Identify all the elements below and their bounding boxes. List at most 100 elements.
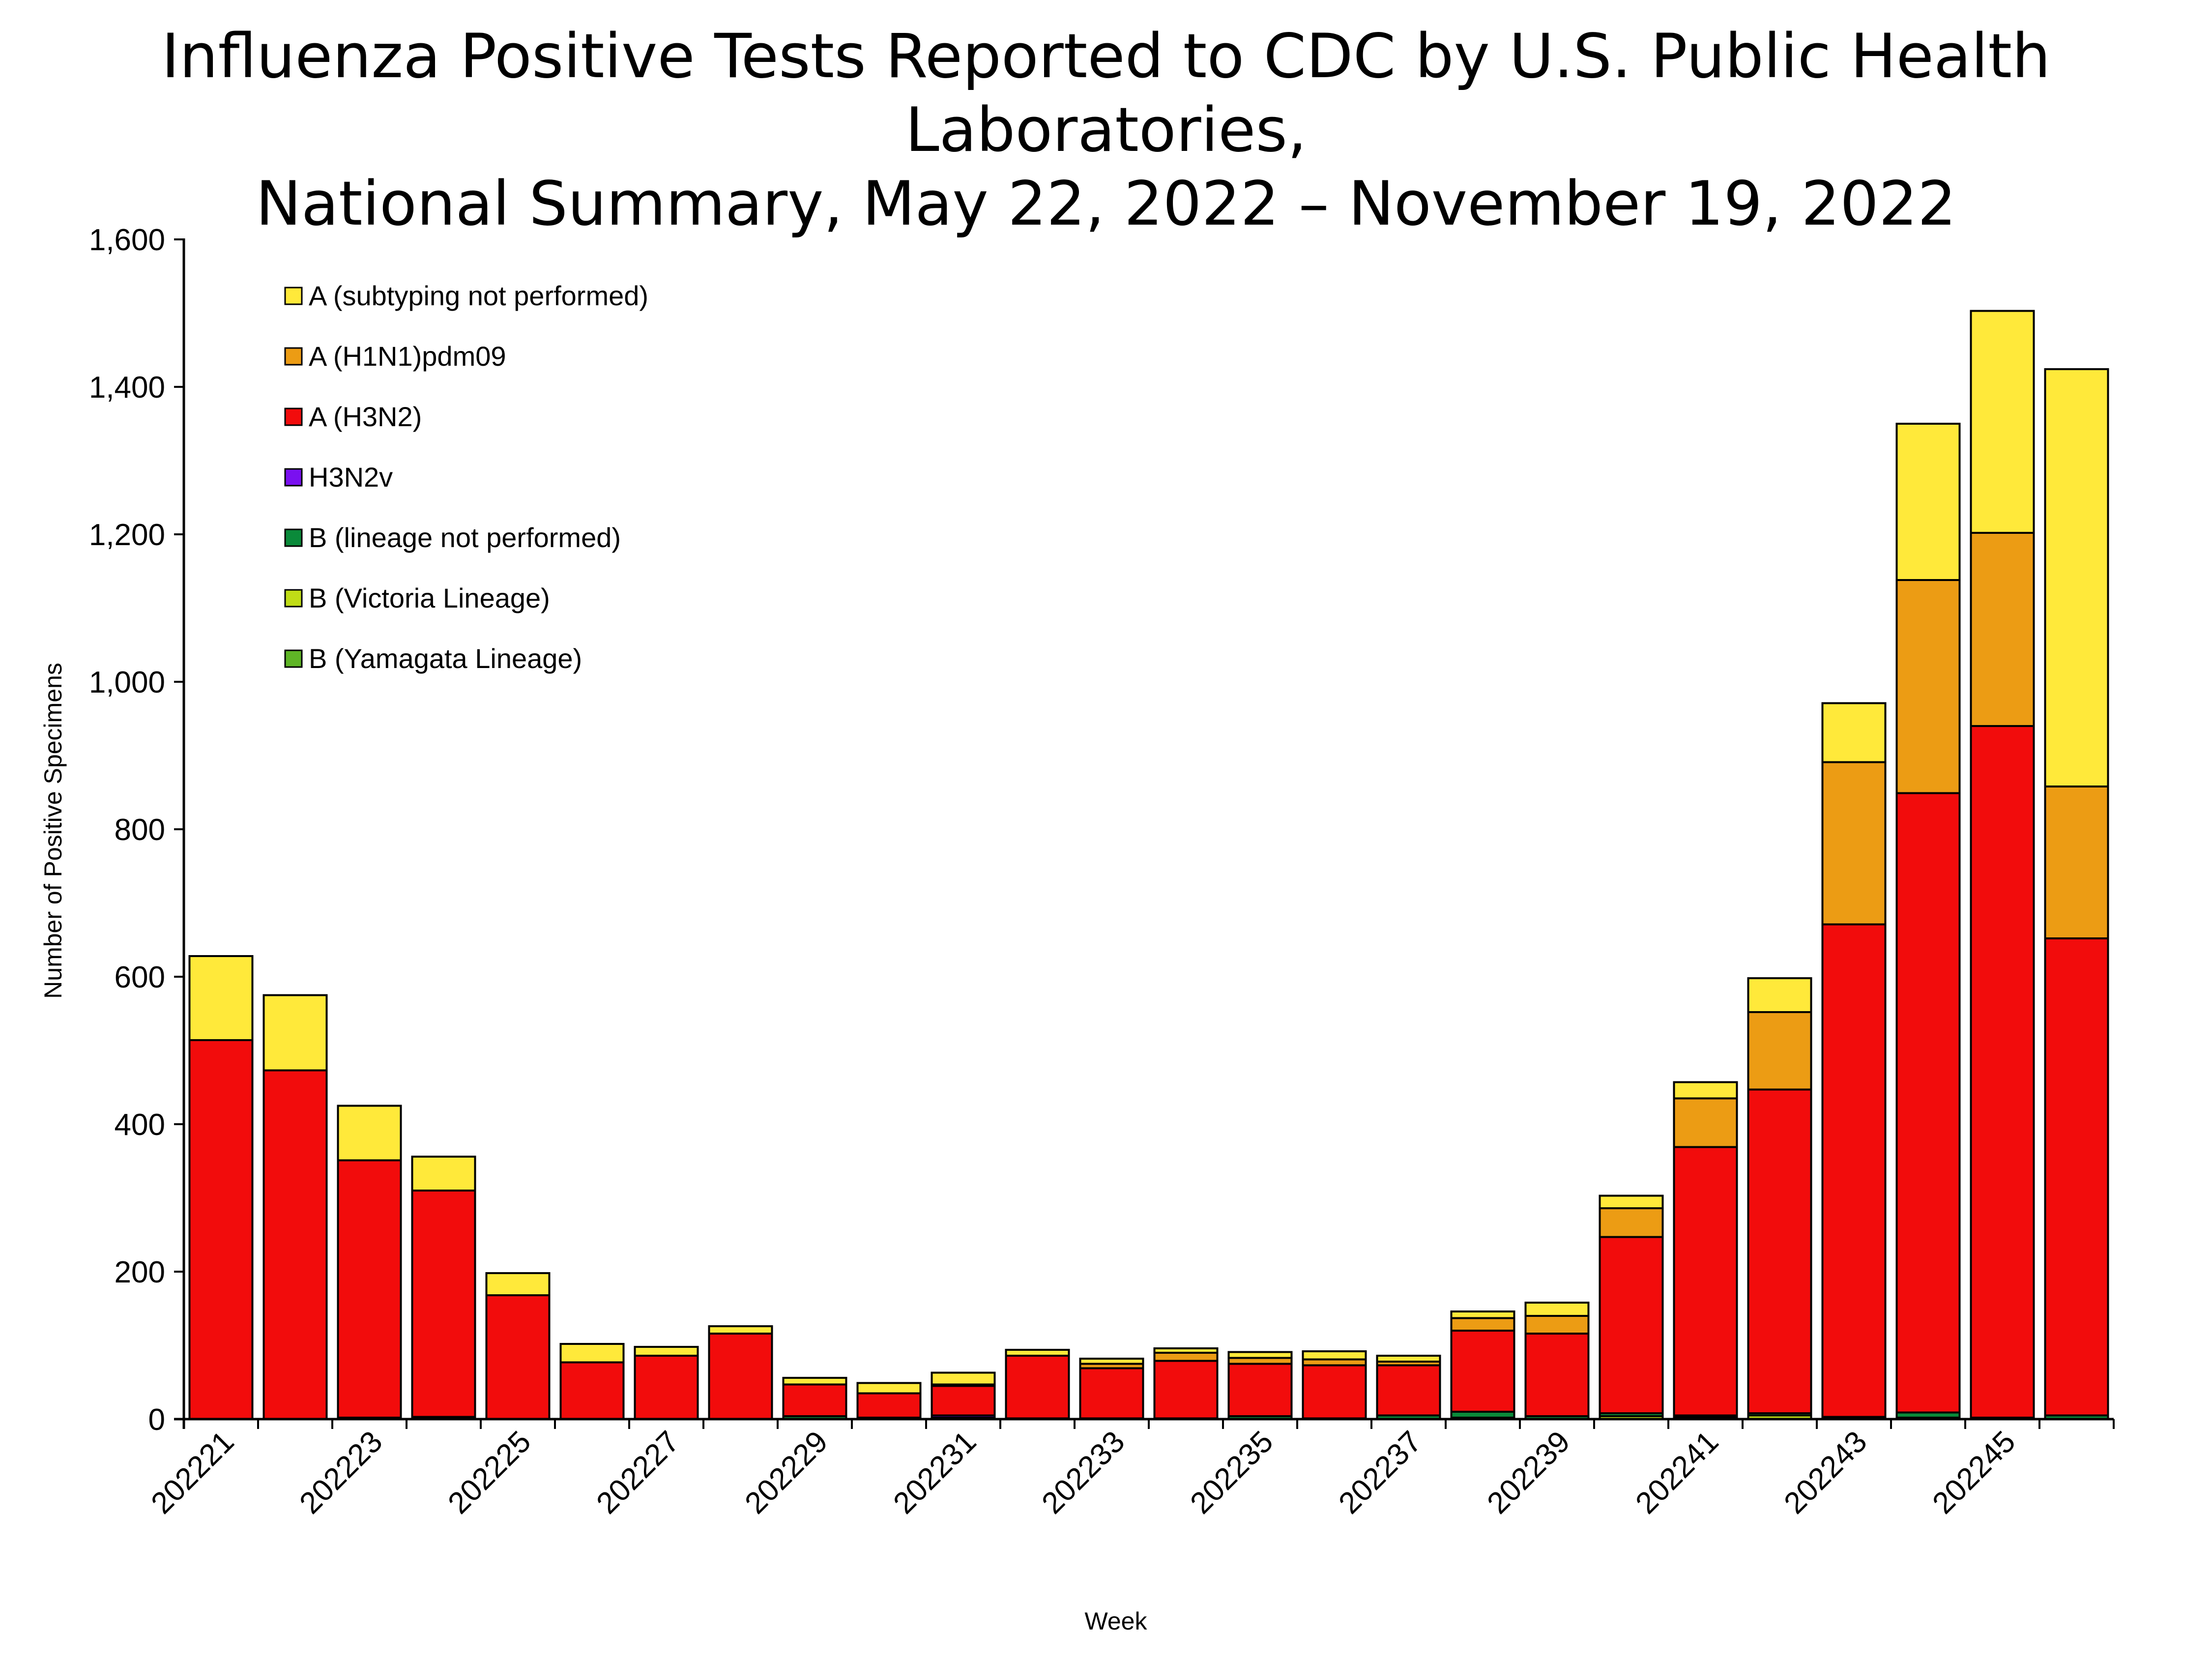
bar-segment-a-subtyping-not-performed-202221	[188, 955, 254, 1041]
x-tick-label: 202231	[887, 1425, 983, 1520]
bar-segment-a-subtyping-not-performed-202246	[2044, 368, 2109, 787]
legend-label: A (H1N1)pdm09	[309, 341, 506, 372]
bar-stack-202240	[1599, 1194, 1664, 1420]
bar-segment-a-h3n2-202237	[1376, 1364, 1441, 1417]
bar-segment-a-h3n2-202221	[188, 1039, 254, 1420]
x-tick-label: 202229	[738, 1425, 834, 1520]
bar-segment-a-h3n2-202243	[1821, 923, 1887, 1418]
bar-segment-a-subtyping-not-performed-202231	[931, 1371, 996, 1386]
bar-stack-202228	[708, 1325, 773, 1420]
bar-segment-a-h3n2-202231	[931, 1385, 996, 1417]
bar-stack-202227	[634, 1346, 699, 1420]
legend-item: A (H3N2)	[284, 401, 422, 432]
x-tick-label: 202237	[1332, 1425, 1428, 1520]
bar-segment-a-h1n1-pdm09-202240	[1599, 1207, 1664, 1238]
bar-segment-a-subtyping-not-performed-202224	[411, 1156, 476, 1192]
bar-segment-a-subtyping-not-performed-202245	[1970, 310, 2035, 534]
bar-stack-202225	[485, 1272, 551, 1420]
bar-segment-a-h3n2-202236	[1302, 1364, 1367, 1420]
legend-label: A (subtyping not performed)	[309, 280, 648, 311]
bars-layer	[188, 310, 2109, 1420]
bar-segment-a-subtyping-not-performed-202242	[1747, 977, 1812, 1013]
bar-stack-202234	[1153, 1347, 1219, 1420]
chart-title: Influenza Positive Tests Reported to CDC…	[0, 20, 2212, 241]
legend-swatch	[284, 528, 303, 547]
x-tick-label: 202235	[1184, 1425, 1280, 1520]
bar-segment-a-h1n1-pdm09-202243	[1821, 761, 1887, 926]
legend-swatch	[284, 649, 303, 668]
legend-swatch	[284, 468, 303, 487]
bar-segment-a-h1n1-pdm09-202241	[1673, 1097, 1738, 1148]
bar-segment-a-subtyping-not-performed-202228	[708, 1325, 773, 1335]
legend-swatch	[284, 407, 303, 426]
bar-segment-a-h1n1-pdm09-202246	[2044, 786, 2109, 939]
bar-stack-202231	[931, 1371, 996, 1420]
bar-segment-a-h1n1-pdm09-202242	[1747, 1011, 1812, 1091]
bar-stack-202238	[1450, 1310, 1515, 1420]
bar-segment-a-h3n2-202239	[1524, 1333, 1590, 1417]
legend-item: H3N2v	[284, 462, 393, 493]
bar-stack-202226	[559, 1343, 625, 1420]
legend-item: B (Victoria Lineage)	[284, 582, 550, 613]
bar-stack-202236	[1302, 1350, 1367, 1420]
bar-segment-a-subtyping-not-performed-202229	[782, 1377, 847, 1386]
bar-stack-202229	[782, 1377, 847, 1420]
bar-segment-a-h3n2-202226	[559, 1361, 625, 1420]
bar-stack-202244	[1895, 423, 1961, 1420]
bar-stack-202221	[188, 955, 254, 1420]
bar-segment-a-subtyping-not-performed-202243	[1821, 702, 1887, 763]
bar-segment-a-h3n2-202227	[634, 1355, 699, 1420]
legend-label: B (lineage not performed)	[309, 522, 621, 553]
bar-segment-a-h3n2-202234	[1153, 1360, 1219, 1420]
y-tick-label: 1,600	[89, 223, 165, 257]
bar-stack-202242	[1747, 977, 1812, 1420]
x-tick-label: 202233	[1035, 1425, 1131, 1520]
y-tick-label: 1,400	[89, 371, 165, 405]
bar-segment-a-subtyping-not-performed-202232	[1005, 1349, 1070, 1357]
bar-stack-202239	[1524, 1302, 1590, 1420]
bar-stack-202235	[1227, 1351, 1293, 1420]
y-tick-label: 0	[148, 1403, 165, 1437]
legend-item: A (subtyping not performed)	[284, 280, 648, 311]
bar-segment-a-subtyping-not-performed-202223	[337, 1105, 402, 1162]
bar-segment-a-subtyping-not-performed-202230	[856, 1382, 922, 1395]
x-tick-label: 202241	[1629, 1425, 1725, 1520]
bar-segment-a-subtyping-not-performed-202234	[1153, 1347, 1219, 1354]
bar-stack-202232	[1005, 1349, 1070, 1420]
bar-segment-a-subtyping-not-performed-202241	[1673, 1081, 1738, 1100]
x-tick-label: 202221	[145, 1425, 240, 1520]
bar-segment-a-h1n1-pdm09-202245	[1970, 532, 2035, 727]
chart-title-line-1: Influenza Positive Tests Reported to CDC…	[161, 21, 2051, 166]
y-tick-label: 800	[115, 813, 165, 847]
bar-segment-a-subtyping-not-performed-202239	[1524, 1302, 1590, 1317]
bar-segment-a-subtyping-not-performed-202226	[559, 1343, 625, 1364]
bar-segment-a-subtyping-not-performed-202236	[1302, 1350, 1367, 1361]
bar-segment-a-subtyping-not-performed-202237	[1376, 1355, 1441, 1363]
bar-segment-a-subtyping-not-performed-202235	[1227, 1351, 1293, 1359]
bar-stack-202237	[1376, 1355, 1441, 1420]
bar-segment-a-h3n2-202244	[1895, 792, 1961, 1414]
chart-title-line-2: National Summary, May 22, 2022 – Novembe…	[256, 169, 1956, 239]
y-axis-title: Number of Positive Specimens	[39, 663, 67, 999]
bar-stack-202241	[1673, 1081, 1738, 1420]
bar-segment-a-subtyping-not-performed-202244	[1895, 423, 1961, 581]
bar-segment-a-h1n1-pdm09-202238	[1450, 1317, 1515, 1332]
y-tick-label: 1,000	[89, 666, 165, 699]
legend-label: A (H3N2)	[309, 401, 422, 432]
bar-segment-a-h3n2-202229	[782, 1383, 847, 1417]
bar-stack-202222	[262, 994, 328, 1420]
bar-segment-a-h3n2-202235	[1227, 1363, 1293, 1417]
bar-segment-a-h3n2-202232	[1005, 1355, 1070, 1420]
bar-stack-202224	[411, 1156, 476, 1420]
bar-stack-202246	[2044, 368, 2109, 1420]
y-tick-label: 400	[115, 1108, 165, 1142]
bar-segment-a-h3n2-202230	[856, 1392, 922, 1419]
y-tick-label: 600	[115, 960, 165, 994]
legend-label: H3N2v	[309, 462, 393, 493]
legend-label: B (Yamagata Lineage)	[309, 643, 582, 674]
y-tick-label: 1,200	[89, 518, 165, 552]
bar-segment-a-h3n2-202224	[411, 1190, 476, 1418]
bar-segment-a-h3n2-202222	[262, 1069, 328, 1420]
legend-swatch	[284, 287, 303, 305]
